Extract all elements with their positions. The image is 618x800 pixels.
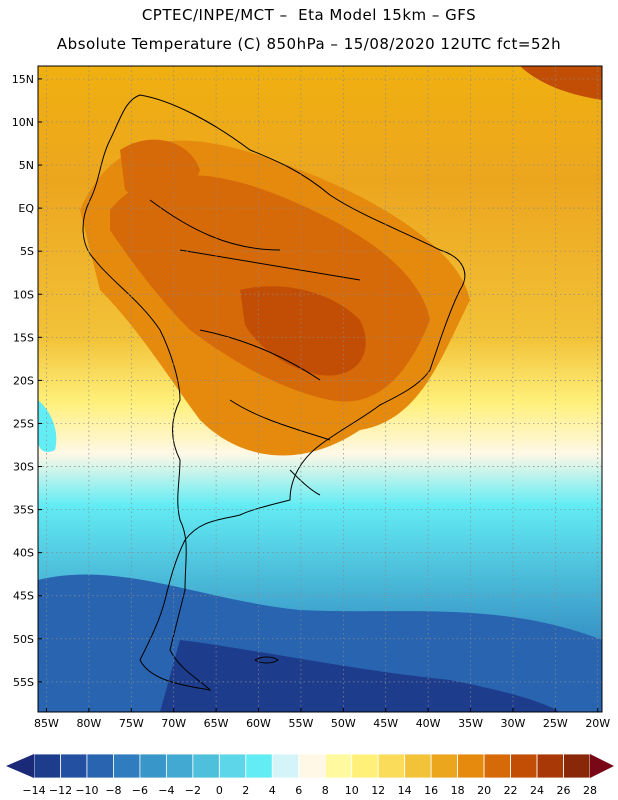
lon-label: 20W (585, 717, 610, 730)
colorbar-label: −2 (185, 784, 201, 797)
lon-label: 75W (119, 717, 144, 730)
lon-label: 65W (204, 717, 229, 730)
colorbar-swatch (510, 753, 538, 779)
colorbar-low-arrow (6, 754, 34, 778)
lat-label: 40S (13, 547, 34, 560)
warm-zone-andes-north (120, 139, 200, 201)
map-frame (37, 65, 603, 713)
cool-zone-pacific (38, 400, 57, 452)
lat-label: 55S (13, 676, 34, 689)
colorbar-label: 28 (583, 784, 597, 797)
chart-title-line-1: CPTEC/INPE/MCT – Eta Model 15km – GFS (141, 6, 477, 24)
lon-label: 85W (34, 717, 59, 730)
lat-label: 10S (13, 288, 34, 301)
lat-label: 20S (13, 374, 34, 387)
lon-label: 70W (161, 717, 186, 730)
colorbar-label: 24 (530, 784, 544, 797)
south-america-coastline (82, 94, 466, 691)
colorbar-swatch (192, 753, 220, 779)
longitude-labels: 85W 80W 75W 70W 65W 60W 55W 50W 45W 40W 35W 30W 25W 2… (34, 708, 610, 730)
colorbar-label: 12 (371, 784, 385, 797)
country-borders (149, 199, 361, 496)
falkland-islands (253, 656, 279, 664)
colorbar-label: −14 (22, 784, 45, 797)
lat-label: 30S (13, 461, 34, 474)
colorbar-label: −8 (105, 784, 121, 797)
colorbar-swatch (351, 753, 379, 779)
colorbar-swatch (245, 753, 273, 779)
colorbar-high-arrow (590, 754, 614, 778)
colorbar-swatch (536, 753, 564, 779)
colorbar-swatch (271, 753, 300, 779)
colorbar-label: 14 (398, 784, 412, 797)
lon-label: 45W (373, 717, 398, 730)
colorbar-label: 16 (424, 784, 438, 797)
colorbar-label: 18 (451, 784, 465, 797)
colorbar-swatch (457, 753, 485, 779)
coastlines (82, 94, 466, 691)
latitude-labels: 15N 10N 5N EQ 5S 10S 15S 20S 25S 30S 35S 40S 45S 50S 5… (12, 73, 42, 689)
chart-title-line-2: Absolute Temperature (C) 850hPa – 15/08/… (56, 35, 562, 53)
lon-label: 80W (76, 717, 101, 730)
colorbar-label: 10 (345, 784, 359, 797)
colorbar-swatch (33, 753, 61, 779)
warm-zone-caribbean (520, 66, 602, 100)
lat-label: 15S (13, 331, 34, 344)
lat-label: EQ (18, 202, 34, 215)
lat-label: 45S (13, 590, 34, 603)
lon-label: 25W (543, 717, 568, 730)
lat-label: 35S (13, 504, 34, 517)
lon-label: 55W (288, 717, 313, 730)
lon-label: 40W (416, 717, 441, 730)
colorbar-label: 26 (557, 784, 571, 797)
lat-label: 5N (19, 159, 34, 172)
colorbar-swatch (324, 753, 353, 779)
colorbar-label: 0 (216, 784, 223, 797)
colorbar-swatch (483, 753, 511, 779)
lat-label: 50S (13, 633, 34, 646)
colorbar-swatch (430, 753, 459, 779)
colorbar-label: 20 (477, 784, 491, 797)
colorbar-swatch (139, 753, 167, 779)
lat-label: 5S (20, 245, 34, 258)
colorbar-label: −12 (49, 784, 72, 797)
colorbar-label: 8 (322, 784, 329, 797)
colorbar-label: 22 (504, 784, 518, 797)
colorbar-swatch (377, 753, 406, 779)
lat-label: 10N (12, 116, 34, 129)
colorbar-label: 6 (295, 784, 302, 797)
lon-label: 35W (458, 717, 483, 730)
lon-label: 30W (501, 717, 526, 730)
lon-label: 50W (331, 717, 356, 730)
colorbar-swatch (404, 753, 432, 779)
colorbar-label: −10 (75, 784, 98, 797)
colorbar-swatch (86, 753, 114, 779)
colorbar-label: 2 (242, 784, 249, 797)
colorbar-swatch (218, 753, 247, 779)
lon-label: 60W (246, 717, 271, 730)
lat-label: 25S (13, 417, 34, 430)
colorbar-label: 4 (269, 784, 276, 797)
colorbar-swatch (563, 753, 591, 779)
colorbar-label: −6 (132, 784, 148, 797)
colorbar-swatch (60, 753, 88, 779)
lat-label: 15N (12, 73, 34, 86)
colorbar-swatch (165, 753, 194, 779)
colorbar-swatch (298, 753, 326, 779)
colorbar-label: −4 (158, 784, 174, 797)
colorbar-swatch (113, 753, 141, 779)
